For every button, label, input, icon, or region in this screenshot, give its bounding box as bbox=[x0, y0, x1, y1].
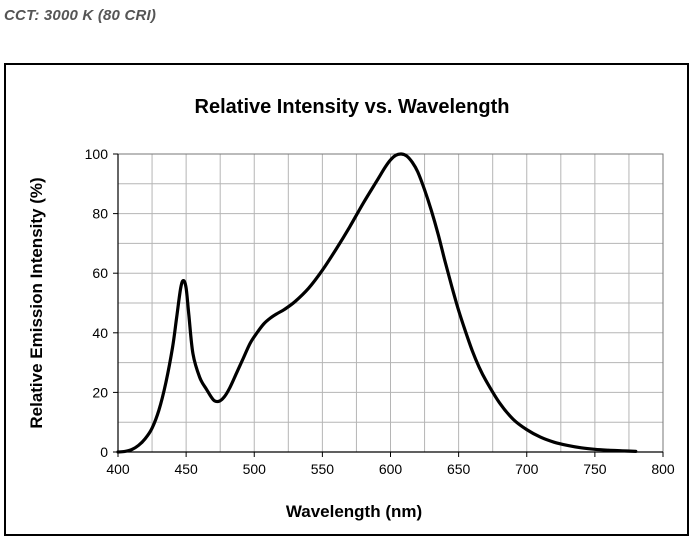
axis-ticks bbox=[113, 153, 664, 457]
x-tick-label: 750 bbox=[583, 461, 607, 477]
x-tick-label: 600 bbox=[379, 461, 403, 477]
spectrum-chart: Relative Intensity vs. Wavelength 400 450… bbox=[27, 96, 675, 521]
x-tick-label: 450 bbox=[174, 461, 198, 477]
chart-frame: Relative Intensity vs. Wavelength 400 450… bbox=[4, 63, 689, 536]
y-tick-labels: 0 20 40 60 80 100 bbox=[85, 146, 109, 460]
x-tick-label: 500 bbox=[243, 461, 267, 477]
y-tick-label: 20 bbox=[92, 384, 108, 400]
y-tick-label: 100 bbox=[85, 146, 109, 162]
y-tick-label: 80 bbox=[92, 206, 108, 222]
gridlines bbox=[118, 154, 663, 452]
y-tick-label: 0 bbox=[100, 444, 108, 460]
y-tick-label: 60 bbox=[92, 265, 108, 281]
x-tick-label: 700 bbox=[515, 461, 539, 477]
x-tick-labels: 400 450 500 550 600 650 700 750 800 bbox=[106, 461, 675, 477]
chart-title: Relative Intensity vs. Wavelength bbox=[195, 96, 510, 118]
x-tick-label: 650 bbox=[447, 461, 471, 477]
emission-curve bbox=[116, 152, 638, 454]
x-tick-label: 400 bbox=[106, 461, 130, 477]
x-tick-label: 550 bbox=[311, 461, 335, 477]
y-tick-label: 40 bbox=[92, 325, 108, 341]
y-axis-label: Relative Emission Intensity (%) bbox=[27, 177, 46, 428]
x-axis-label: Wavelength (nm) bbox=[286, 502, 422, 521]
x-tick-label: 800 bbox=[651, 461, 675, 477]
spectrum-caption: CCT: 3000 K (80 CRI) bbox=[4, 7, 157, 24]
